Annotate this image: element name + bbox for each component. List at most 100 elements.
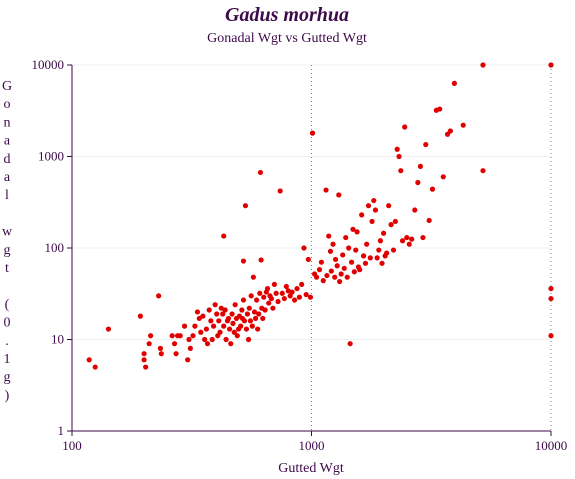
data-point [350,226,356,232]
data-point [273,290,279,296]
data-point [105,326,112,332]
reference-lines [311,65,552,431]
data-point [173,351,179,357]
data-point [313,274,320,280]
data-point [141,351,147,357]
data-point [198,329,204,335]
data-point [194,309,201,315]
chart-title: Gadus morhua [225,4,349,26]
data-point [357,267,363,273]
data-point [394,146,400,152]
data-point [330,241,336,247]
data-point [222,307,228,313]
data-point [404,234,410,241]
data-point [440,174,446,180]
y-axis-label-char: g [4,243,11,258]
data-point [277,188,283,194]
data-point [242,203,249,209]
data-point [281,295,287,302]
data-point [244,311,251,317]
data-point [181,323,188,329]
y-axis-label-char: t [5,261,9,276]
data-point [318,259,325,265]
data-point [264,285,271,292]
chart-subtitle: Gonadal Wgt vs Gutted Wgt [207,31,367,46]
data-point [296,294,302,300]
data-point [451,80,457,86]
data-point [148,333,154,339]
data-point [334,263,340,269]
data-point [238,323,244,329]
y-axis-label-char: a [4,134,11,149]
data-point [380,230,387,236]
data-point [332,256,339,263]
data-point [257,290,263,296]
data-point [402,124,408,130]
data-point [426,217,432,224]
data-point [240,258,247,264]
data-point [305,256,311,263]
data-point [294,285,300,292]
data-point [309,130,316,136]
data-point [158,351,164,357]
y-axis-label-char: d [4,152,11,167]
data-point [332,274,338,280]
data-point [367,255,373,261]
data-point [460,122,466,128]
data-point [169,333,175,339]
data-point [92,364,98,370]
data-point [214,311,220,317]
y-axis-label-char: n [4,115,11,130]
y-tick-label: 10000 [32,57,65,72]
data-point [291,297,298,303]
data-point [351,269,357,275]
data-point [270,305,276,311]
x-tick-label: 1000 [299,438,325,453]
data-point [221,323,227,329]
data-point [248,293,254,299]
data-point [137,313,143,319]
data-point [252,315,259,322]
data-point [359,212,365,218]
data-point [200,313,206,319]
data-point [187,345,193,351]
data-point [223,336,229,343]
data-point [226,326,233,332]
x-tick-label: 10000 [535,438,568,453]
data-point [379,260,385,266]
data-point [409,236,415,242]
data-point [364,241,370,247]
data-point [327,248,334,254]
data-point [141,357,147,363]
data-point [256,311,262,317]
data-point [254,297,260,303]
data-point [279,290,285,296]
data-point [245,336,252,343]
data-point [323,187,329,193]
data-point [203,326,209,332]
data-point [185,357,191,363]
y-axis-label-char: 1 [4,352,11,367]
data-point [353,247,359,253]
y-axis-label-char: w [2,225,13,240]
y-axis-label-char: . [5,334,9,349]
data-point [262,307,268,313]
data-point [360,253,367,259]
data-point [388,222,394,228]
y-axis-label-char: 0 [4,316,11,331]
data-point [412,207,418,213]
data-point [289,289,295,295]
data-point [157,345,164,351]
data-point [261,294,267,300]
data-point [206,307,212,313]
data-point [548,285,554,292]
data-point [390,247,397,253]
data-point [204,341,211,347]
data-point [217,329,223,335]
data-point [220,311,226,317]
data-point [307,294,314,300]
data-point [348,259,355,265]
data-point [177,333,183,339]
data-point [480,168,486,174]
